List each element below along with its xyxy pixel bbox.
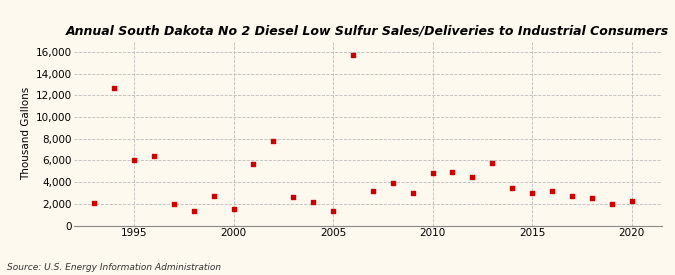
Point [88, 200, 99, 205]
Point [387, 181, 398, 185]
Point [447, 170, 458, 175]
Point [288, 195, 298, 200]
Point [626, 198, 637, 203]
Point [327, 209, 338, 214]
Point [427, 171, 438, 176]
Point [109, 86, 119, 90]
Text: Source: U.S. Energy Information Administration: Source: U.S. Energy Information Administ… [7, 263, 221, 272]
Point [128, 158, 139, 163]
Point [507, 185, 518, 190]
Point [526, 191, 537, 195]
Point [547, 189, 558, 193]
Point [467, 175, 478, 179]
Point [228, 207, 239, 211]
Point [168, 202, 179, 206]
Point [308, 199, 319, 204]
Point [407, 191, 418, 195]
Point [188, 209, 199, 214]
Point [367, 189, 378, 193]
Y-axis label: Thousand Gallons: Thousand Gallons [21, 87, 31, 180]
Point [487, 160, 497, 165]
Point [268, 139, 279, 143]
Point [566, 194, 577, 199]
Point [587, 196, 597, 200]
Point [348, 53, 358, 57]
Title: Annual South Dakota No 2 Diesel Low Sulfur Sales/Deliveries to Industrial Consum: Annual South Dakota No 2 Diesel Low Sulf… [66, 24, 670, 37]
Point [208, 194, 219, 199]
Point [606, 202, 617, 206]
Point [148, 154, 159, 158]
Point [248, 161, 259, 166]
